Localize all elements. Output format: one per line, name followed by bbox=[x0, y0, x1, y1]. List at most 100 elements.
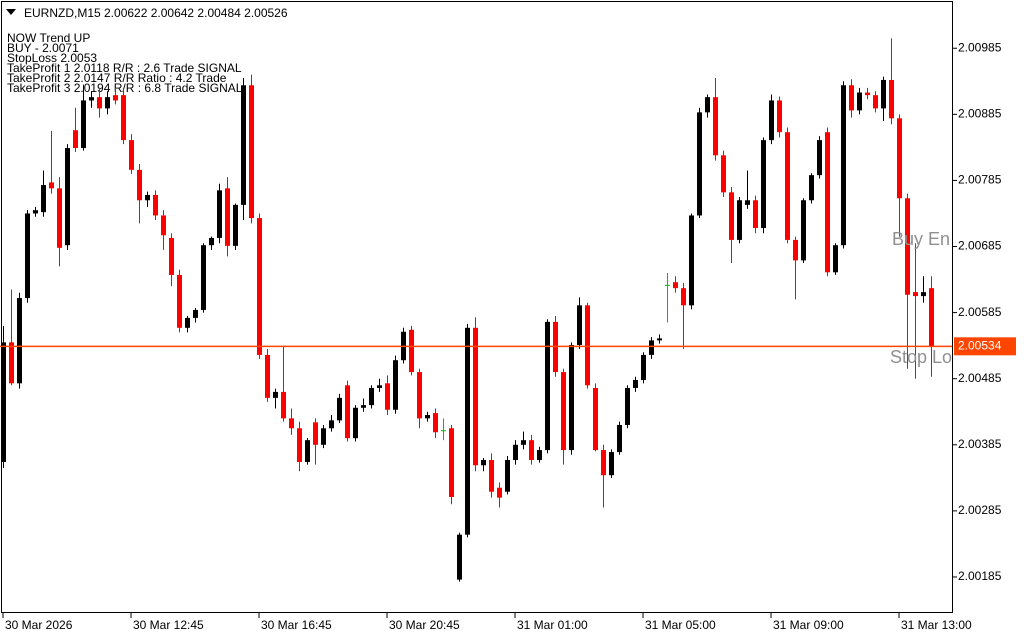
candle-body bbox=[257, 218, 262, 355]
candle-body bbox=[833, 245, 838, 273]
candle-body bbox=[409, 329, 414, 373]
candle-body bbox=[585, 305, 590, 386]
candle-body bbox=[433, 413, 438, 433]
indicator-line: BUY - 2.0071 bbox=[7, 41, 79, 55]
candle-body bbox=[633, 380, 638, 388]
candle-body bbox=[649, 340, 654, 355]
candle-body bbox=[209, 237, 214, 246]
candle-body bbox=[105, 97, 110, 109]
candle-body bbox=[721, 155, 726, 193]
y-tick-label: 2.00185 bbox=[958, 569, 1002, 583]
candle-body bbox=[129, 140, 134, 170]
candle-body bbox=[889, 79, 894, 119]
candle-body bbox=[537, 450, 542, 460]
candle-body bbox=[1, 342, 6, 462]
annotation: Buy En bbox=[892, 229, 950, 249]
candle-body bbox=[289, 418, 294, 429]
candle-body bbox=[297, 428, 302, 462]
candle-body bbox=[425, 415, 430, 419]
y-tick-label: 2.00485 bbox=[958, 371, 1002, 385]
indicator-line: NOW Trend UP bbox=[7, 31, 90, 45]
candle-body bbox=[665, 284, 670, 286]
chart-title: EURNZD,M15 2.00622 2.00642 2.00484 2.005… bbox=[24, 6, 288, 20]
candle-body bbox=[81, 100, 86, 149]
candle-body bbox=[713, 97, 718, 156]
candle-body bbox=[441, 430, 446, 432]
candle-body bbox=[305, 440, 310, 462]
candle-body bbox=[697, 112, 702, 216]
x-tick-label: 31 Mar 01:00 bbox=[517, 618, 588, 632]
candle-body bbox=[473, 327, 478, 466]
candle-body bbox=[745, 200, 750, 205]
candle-body bbox=[201, 245, 206, 310]
candle-body bbox=[225, 188, 230, 246]
candle-body bbox=[513, 444, 518, 460]
x-tick-label: 30 Mar 20:45 bbox=[389, 618, 460, 632]
candle-body bbox=[345, 385, 350, 439]
candle-body bbox=[873, 95, 878, 109]
indicator-line: TakeProfit 1 2.0118 R/R : 2.6 Trade SIGN… bbox=[7, 61, 242, 75]
candle-body bbox=[153, 194, 158, 216]
candle-body bbox=[913, 292, 918, 297]
candle-body bbox=[273, 391, 278, 398]
candle-body bbox=[97, 97, 102, 109]
candle-body bbox=[233, 204, 238, 246]
candle-body bbox=[377, 385, 382, 388]
indicator-line: TakeProfit 3 2.0194 R/R : 6.8 Trade SIGN… bbox=[7, 81, 243, 95]
candle-body bbox=[657, 338, 662, 341]
y-tick-label: 2.00385 bbox=[958, 437, 1002, 451]
candle-body bbox=[113, 95, 118, 101]
candle-body bbox=[921, 292, 926, 297]
candle-body bbox=[265, 354, 270, 398]
x-tick-label: 30 Mar 12:45 bbox=[133, 618, 204, 632]
candle-body bbox=[881, 79, 886, 109]
x-tick-label: 31 Mar 13:00 bbox=[901, 618, 972, 632]
candle-body bbox=[841, 85, 846, 246]
candle-body bbox=[617, 424, 622, 453]
candle-body bbox=[393, 360, 398, 410]
candle-body bbox=[57, 188, 62, 248]
menu-triangle[interactable] bbox=[6, 9, 16, 15]
candle-body bbox=[897, 118, 902, 199]
annotation: Stop Lo bbox=[890, 347, 952, 367]
y-tick-label: 2.00585 bbox=[958, 305, 1002, 319]
candle-body bbox=[9, 342, 14, 384]
candle-body bbox=[385, 383, 390, 410]
candle-body bbox=[169, 237, 174, 275]
candle-body bbox=[777, 100, 782, 133]
indicator-line: TakeProfit 2 2.0147 R/R Ratio : 4.2 Trad… bbox=[7, 71, 227, 85]
candle-body bbox=[905, 198, 910, 295]
candle-body bbox=[497, 487, 502, 498]
candle-body bbox=[737, 200, 742, 240]
candle-body bbox=[529, 440, 534, 460]
y-tick-label: 2.00685 bbox=[958, 239, 1002, 253]
candle-body bbox=[361, 405, 366, 408]
y-tick-label: 2.00285 bbox=[958, 503, 1002, 517]
candle-body bbox=[849, 85, 854, 111]
candle-body bbox=[337, 397, 342, 421]
indicator-line: StopLoss 2.0053 bbox=[7, 51, 97, 65]
candle-body bbox=[681, 288, 686, 306]
candle-body bbox=[857, 92, 862, 111]
candle-body bbox=[353, 407, 358, 439]
y-tick-label: 2.00885 bbox=[958, 107, 1002, 121]
candle-body bbox=[193, 309, 198, 318]
candle-body bbox=[121, 95, 126, 141]
candle-body bbox=[593, 387, 598, 451]
candle-body bbox=[609, 452, 614, 476]
candle-body bbox=[577, 305, 582, 345]
candle-body bbox=[705, 97, 710, 113]
candle-body bbox=[17, 298, 22, 384]
candle-body bbox=[145, 194, 150, 201]
candle-body bbox=[73, 130, 78, 149]
x-tick-label: 30 Mar 16:45 bbox=[261, 618, 332, 632]
candle-body bbox=[545, 321, 550, 451]
candle-body bbox=[601, 450, 606, 476]
candle-body bbox=[249, 85, 254, 219]
candle-body bbox=[313, 422, 318, 445]
candle-body bbox=[241, 85, 246, 205]
candle-body bbox=[25, 213, 30, 299]
y-tick-label: 2.00985 bbox=[958, 40, 1002, 54]
